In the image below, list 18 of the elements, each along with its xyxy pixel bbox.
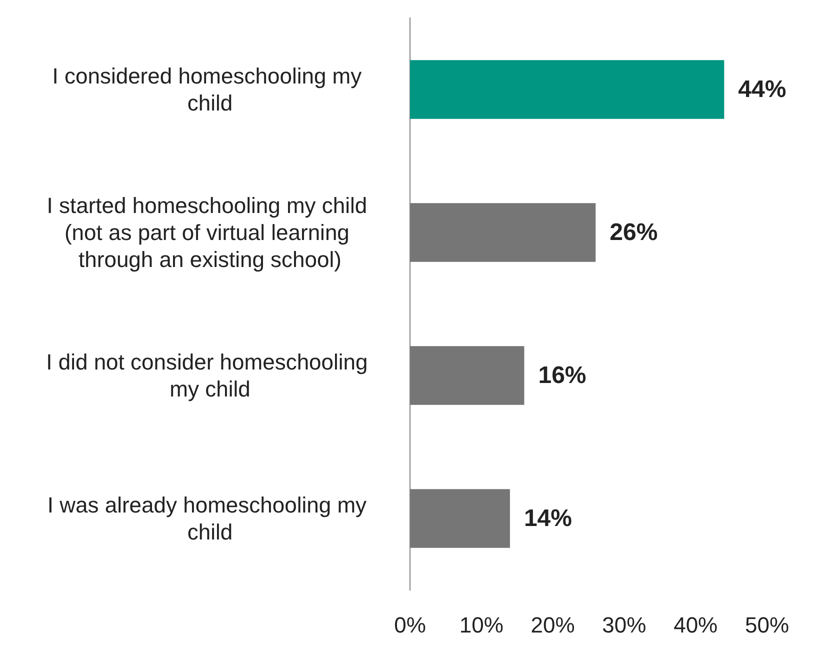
x-tick-label: 30% xyxy=(602,612,646,638)
bar xyxy=(410,346,524,405)
y-tick-label: I considered homeschooling my child xyxy=(52,64,368,116)
bar xyxy=(410,489,510,548)
data-label: 44% xyxy=(738,76,786,103)
bar xyxy=(410,203,596,262)
data-label: 16% xyxy=(538,362,586,389)
x-tick-label: 10% xyxy=(459,612,504,638)
x-tick-label: 40% xyxy=(674,612,718,638)
x-tick-label: 0% xyxy=(394,612,426,638)
bar xyxy=(410,60,724,119)
data-label: 14% xyxy=(524,505,572,532)
data-label: 26% xyxy=(610,219,658,246)
y-tick-label: I did not consider homeschooling my child xyxy=(46,350,374,402)
x-tick-label: 20% xyxy=(530,612,575,638)
x-tick-label: 50% xyxy=(744,612,790,638)
y-tick-label: I was already homeschooling my child xyxy=(47,492,373,544)
y-tick-label: I started homeschooling my child (not as part of virtual learning through an existing school) xyxy=(46,193,374,272)
